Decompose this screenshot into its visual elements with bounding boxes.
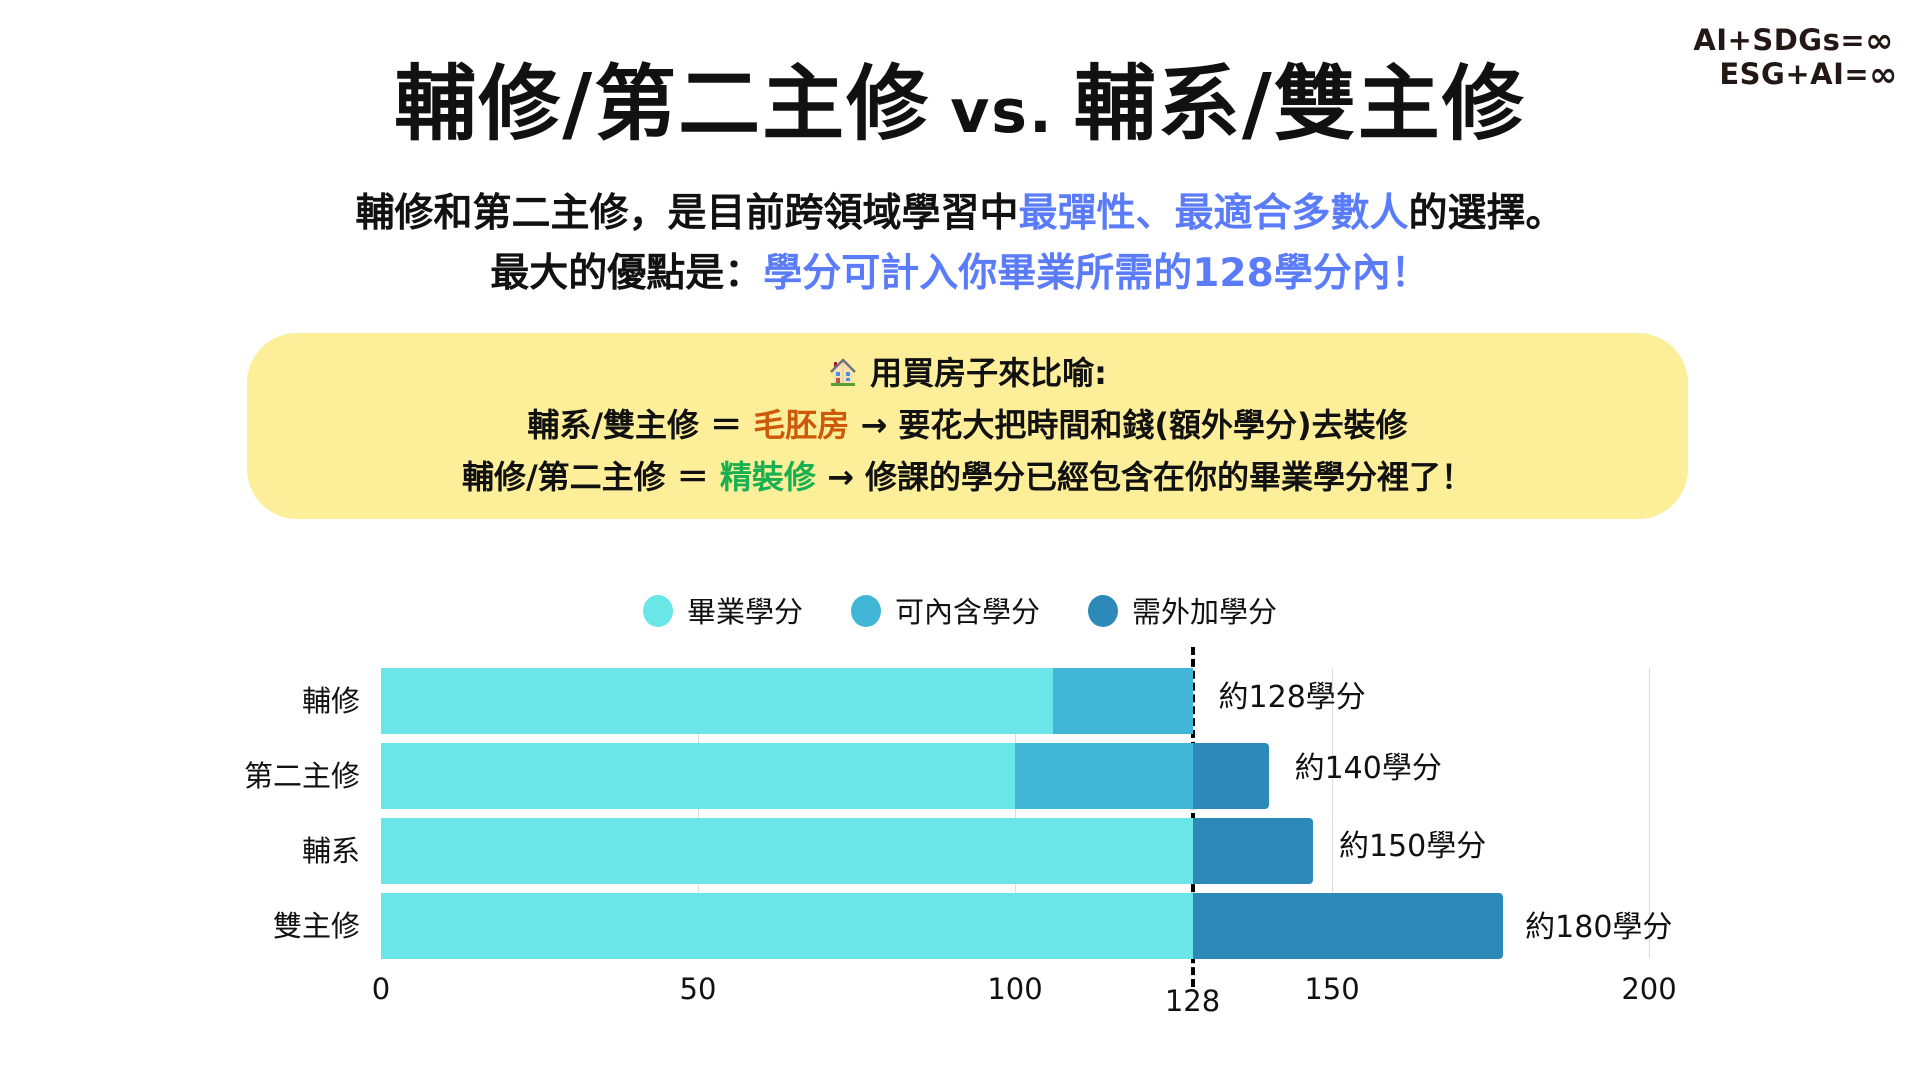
legend-item: 畢業學分 xyxy=(642,590,803,634)
value-label: 約140學分 xyxy=(1294,751,1442,786)
callout-text: → 要花大把時間和錢(額外學分)去裝修 xyxy=(849,406,1408,444)
subtitle-highlight: 學分可計入你畢業所需的128學分內！ xyxy=(763,251,1430,296)
reference-tick-label: 128 xyxy=(1164,984,1221,1018)
value-label: 約180學分 xyxy=(1525,910,1673,945)
subtitle-text: 輔修和第二主修，是目前跨領域學習中 xyxy=(355,191,1019,236)
category-label: 第二主修 xyxy=(243,759,360,793)
value-label: 約150學分 xyxy=(1338,829,1487,864)
callout-row-2: 輔修/第二主修 ＝ 精裝修 → 修課的學分已經包含在你的畢業學分裡了！ xyxy=(247,457,1688,497)
legend-item: 可內含學分 xyxy=(850,590,1040,634)
house-icon xyxy=(830,358,856,386)
value-label: 約128學分 xyxy=(1218,680,1366,715)
subtitle-text: 的選擇。 xyxy=(1408,191,1565,236)
legend-label: 畢業學分 xyxy=(686,595,803,629)
analogy-callout: 用買房子來比喻: 輔系/雙主修 ＝ 毛胚房 → 要花大把時間和錢(額外學分)去裝… xyxy=(247,333,1688,519)
legend-label: 需外加學分 xyxy=(1132,595,1278,629)
x-tick-label: 100 xyxy=(987,972,1043,1006)
x-tick-label: 150 xyxy=(1304,972,1360,1006)
bar-segment xyxy=(1053,668,1193,734)
x-tick-label: 50 xyxy=(679,972,717,1006)
subtitle-line-2: 最大的優點是：學分可計入你畢業所需的128學分內！ xyxy=(0,250,1920,298)
legend-item: 需外加學分 xyxy=(1088,590,1277,634)
title-vs: vs. xyxy=(950,77,1054,147)
reference-line-128 xyxy=(1191,647,1195,987)
logo: AI+SDGs=∞ ESG+AI=∞ xyxy=(1693,21,1898,95)
bar-segment xyxy=(1192,743,1269,809)
gridline xyxy=(1649,668,1650,958)
legend-dot-icon xyxy=(642,595,673,627)
callout-highlight-raw: 毛胚房 xyxy=(753,406,850,444)
category-label: 輔系 xyxy=(301,834,360,868)
bar-segment xyxy=(1015,743,1193,809)
category-label: 輔修 xyxy=(301,684,360,718)
subtitle-highlight: 最彈性、最適合多數人 xyxy=(1018,191,1409,236)
infinity-icon: ∞ xyxy=(1869,55,1898,95)
subtitle-line-1: 輔修和第二主修，是目前跨領域學習中最彈性、最適合多數人的選擇。 xyxy=(0,190,1920,238)
gridline xyxy=(698,668,699,958)
callout-row-1: 輔系/雙主修 ＝ 毛胚房 → 要花大把時間和錢(額外學分)去裝修 xyxy=(247,405,1688,445)
x-tick-label: 200 xyxy=(1621,972,1677,1006)
title-right: 輔系/雙主修 xyxy=(1073,57,1526,152)
infinity-icon: ∞ xyxy=(1865,21,1894,61)
legend-dot-icon xyxy=(850,595,881,627)
callout-text: 輔系/雙主修 ＝ xyxy=(527,406,754,444)
bar-segment xyxy=(1192,818,1313,884)
legend-dot-icon xyxy=(1088,595,1118,627)
callout-highlight-finished: 精裝修 xyxy=(719,458,816,496)
subtitle-text: 最大的優點是： xyxy=(490,251,764,296)
logo-line-1: AI+SDGs= xyxy=(1693,23,1866,57)
callout-text: → 修課的學分已經包含在你的畢業學分裡了！ xyxy=(815,458,1474,496)
category-label: 雙主修 xyxy=(272,909,360,943)
page-title: 輔修/第二主修 vs. 輔系/雙主修 xyxy=(0,50,1920,167)
title-left: 輔修/第二主修 xyxy=(394,57,931,152)
gridline xyxy=(1332,668,1333,958)
bar-segment xyxy=(381,743,1015,809)
callout-heading: 用買房子來比喻: xyxy=(247,353,1688,393)
bar-segment xyxy=(381,893,1193,959)
callout-text: 輔修/第二主修 ＝ xyxy=(461,458,720,496)
callout-heading-text: 用買房子來比喻: xyxy=(870,354,1107,392)
chart-legend: 畢業學分 可內含學分 需外加學分 xyxy=(0,590,1920,634)
x-tick-label: 0 xyxy=(371,972,391,1006)
gridline xyxy=(1015,668,1016,958)
legend-label: 可內含學分 xyxy=(894,595,1040,629)
logo-line-2: ESG+AI= xyxy=(1719,57,1870,91)
bar-segment xyxy=(381,668,1054,734)
bar-segment xyxy=(1192,893,1504,959)
bar-segment xyxy=(381,818,1193,884)
